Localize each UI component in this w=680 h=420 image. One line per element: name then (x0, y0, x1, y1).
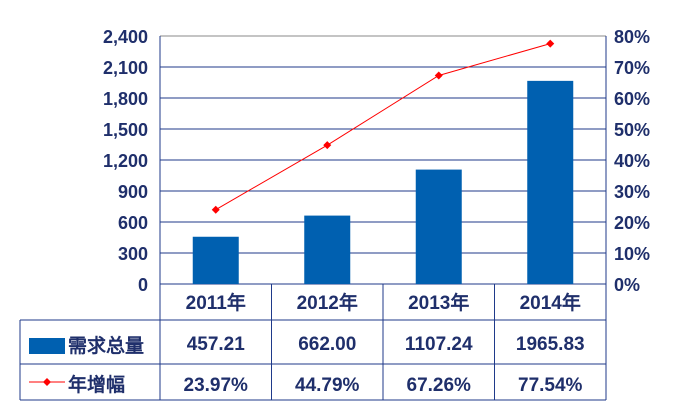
y-right-tick-label: 60% (614, 89, 650, 109)
bar (527, 80, 574, 285)
y-right-tick-label: 70% (614, 58, 650, 78)
legend-label: 需求总量 (68, 334, 144, 357)
y-left-tick-label: 1,500 (103, 120, 148, 140)
line-marker (323, 141, 332, 150)
x-category-label: 2012年 (297, 291, 358, 314)
y-left-tick-label: 900 (118, 182, 148, 202)
legend-line-marker (43, 378, 51, 386)
x-category-label: 2014年 (520, 291, 581, 314)
x-category-label: 2011年 (186, 291, 246, 314)
y-left-tick-label: 1,200 (103, 151, 148, 171)
y-right-tick-label: 80% (614, 27, 650, 47)
line-marker (434, 71, 443, 80)
bar (415, 169, 462, 284)
y-right-tick-label: 10% (614, 244, 650, 264)
table-value: 1107.24 (405, 334, 473, 355)
y-left-tick-label: 2,400 (103, 27, 148, 47)
line-marker (546, 39, 555, 48)
table-value: 77.54% (518, 375, 583, 396)
line-marker (211, 205, 220, 214)
table-value: 44.79% (295, 375, 360, 396)
bar (304, 215, 351, 284)
table-value: 23.97% (184, 375, 249, 396)
table-value: 457.21 (187, 334, 246, 355)
legend-label: 年增幅 (68, 373, 125, 396)
y-left-tick-label: 600 (118, 213, 148, 233)
x-category-label: 2013年 (408, 291, 469, 314)
y-right-tick-label: 40% (614, 151, 650, 171)
series-line (215, 43, 551, 211)
y-right-tick-label: 50% (614, 120, 650, 140)
y-right-tick-label: 30% (614, 182, 650, 202)
y-left-tick-label: 2,100 (103, 58, 148, 78)
y-right-tick-label: 20% (614, 213, 650, 233)
table-value: 67.26% (407, 375, 472, 396)
table-value: 1965.83 (516, 334, 585, 355)
bar (192, 236, 239, 284)
table-value: 662.00 (298, 334, 356, 355)
legend-bar-swatch (29, 338, 65, 354)
y-left-tick-label: 1,800 (103, 89, 148, 109)
y-right-tick-label: 0% (614, 275, 640, 295)
y-left-tick-label: 0 (138, 275, 148, 295)
y-left-tick-label: 300 (118, 244, 148, 264)
